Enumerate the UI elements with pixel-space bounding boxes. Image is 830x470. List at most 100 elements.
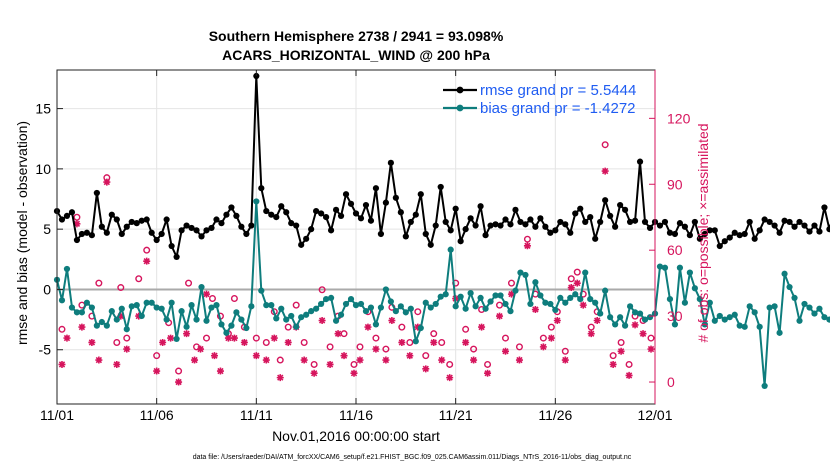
- y2-tick-label: 60: [667, 242, 683, 258]
- data-point-bias: [68, 304, 76, 311]
- data-point-bias: [387, 298, 394, 305]
- data-point-bias: [58, 297, 66, 304]
- data-point-bias: [821, 314, 828, 321]
- obs-assimilated-marker: [398, 338, 406, 346]
- data-point-bias: [123, 326, 130, 333]
- obs-assimilated-marker: [197, 345, 205, 353]
- y-tick-label: 0: [43, 281, 51, 297]
- observation-markers: [58, 141, 655, 386]
- data-point-bias: [577, 295, 584, 303]
- data-point-bias: [258, 287, 265, 294]
- data-point-bias: [248, 303, 255, 310]
- data-point-bias: [288, 312, 295, 320]
- data-point-rmse: [133, 220, 140, 227]
- data-point-rmse: [477, 203, 484, 210]
- data-point-bias: [607, 314, 614, 321]
- data-point-rmse: [636, 158, 644, 165]
- data-point-rmse: [472, 222, 479, 229]
- y-tick-label: -5: [39, 342, 52, 358]
- data-point-rmse: [487, 222, 494, 229]
- obs-possible-marker: [252, 334, 260, 342]
- obs-assimilated-marker: [123, 345, 131, 353]
- data-point-rmse: [691, 218, 698, 226]
- data-point-bias: [397, 303, 404, 310]
- obs-assimilated-marker: [609, 360, 617, 368]
- data-point-bias: [178, 308, 185, 315]
- data-point-bias: [437, 293, 444, 300]
- data-point-bias: [786, 283, 793, 291]
- data-point-bias: [736, 322, 743, 329]
- data-point-bias: [402, 309, 409, 316]
- data-point-bias: [293, 323, 300, 330]
- data-point-rmse: [776, 229, 783, 236]
- obs-possible-marker: [406, 338, 414, 346]
- data-point-rmse: [108, 211, 115, 218]
- data-point-bias: [806, 304, 813, 311]
- data-point-rmse: [567, 229, 574, 236]
- data-point-rmse: [462, 226, 469, 233]
- data-point-rmse: [457, 238, 464, 245]
- obs-possible-marker: [561, 347, 569, 355]
- data-point-bias: [128, 303, 135, 310]
- obs-possible-marker: [135, 275, 143, 283]
- data-point-bias: [332, 317, 340, 324]
- data-point-rmse: [88, 232, 95, 239]
- data-point-rmse: [626, 218, 634, 226]
- data-point-bias: [133, 302, 140, 309]
- obs-assimilated-marker: [210, 352, 218, 360]
- data-point-bias: [522, 271, 529, 279]
- obs-assimilated-marker: [276, 374, 284, 382]
- x-tick-label: 11/01: [40, 407, 74, 423]
- data-point-rmse: [706, 227, 713, 234]
- data-point-bias: [497, 292, 504, 299]
- axis-ticks: 11/01 11/06 11/11 11/16 11/21 11/26 12/01 -5 0 5 1…: [35, 70, 691, 423]
- data-point-bias: [572, 291, 579, 298]
- data-point-bias: [263, 302, 270, 309]
- data-point-rmse: [816, 228, 823, 235]
- data-point-rmse: [607, 212, 614, 219]
- data-point-rmse: [73, 236, 81, 244]
- data-point-bias: [656, 263, 664, 270]
- data-point-bias: [168, 299, 175, 306]
- data-point-bias: [298, 314, 305, 321]
- data-point-rmse: [128, 218, 135, 226]
- obs-assimilated-marker: [230, 334, 238, 342]
- obs-assimilated-marker: [601, 167, 609, 175]
- data-point-rmse: [278, 203, 285, 210]
- obs-possible-marker: [617, 338, 625, 346]
- data-point-bias: [826, 316, 830, 323]
- data-point-rmse: [542, 223, 549, 230]
- obs-possible-marker: [123, 334, 131, 342]
- y2-tick-label: 120: [667, 110, 691, 126]
- data-point-rmse: [148, 229, 155, 236]
- data-point-bias: [477, 294, 484, 301]
- data-point-bias: [552, 306, 559, 314]
- data-point-rmse: [467, 215, 474, 222]
- data-point-rmse: [622, 206, 629, 213]
- data-point-bias: [582, 269, 589, 276]
- data-point-rmse: [143, 216, 150, 223]
- obs-possible-marker: [340, 330, 348, 338]
- obs-assimilated-marker: [113, 360, 121, 368]
- data-point-rmse: [327, 227, 335, 234]
- data-point-rmse: [646, 224, 654, 232]
- obs-possible-marker: [496, 301, 504, 309]
- data-point-rmse: [103, 229, 110, 236]
- data-point-bias: [457, 293, 464, 300]
- data-point-bias: [208, 304, 215, 311]
- data-point-bias: [78, 309, 86, 316]
- data-point-bias: [542, 299, 549, 306]
- data-point-bias: [327, 294, 335, 301]
- obs-assimilated-marker: [639, 330, 647, 338]
- obs-possible-marker: [310, 360, 318, 368]
- data-point-bias: [681, 299, 689, 306]
- data-point-rmse: [83, 229, 90, 236]
- obs-assimilated-marker: [183, 330, 191, 338]
- data-point-rmse: [208, 224, 215, 232]
- data-point-rmse: [492, 221, 499, 228]
- data-point-bias: [602, 287, 609, 294]
- data-point-bias: [108, 308, 115, 315]
- data-point-bias: [362, 308, 370, 315]
- obs-assimilated-marker: [573, 279, 581, 287]
- obs-assimilated-marker: [462, 338, 470, 346]
